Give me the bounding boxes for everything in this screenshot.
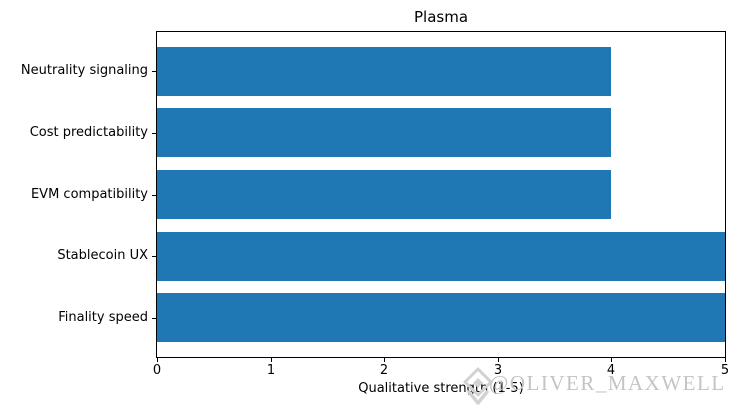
bar-neutrality-signaling bbox=[157, 47, 611, 96]
x-tick-label-3: 3 bbox=[493, 363, 503, 378]
bar-stablecoin-ux bbox=[157, 232, 725, 281]
x-tick-mark bbox=[384, 358, 385, 362]
x-tick-mark bbox=[157, 358, 158, 362]
bar-cost-predictability bbox=[157, 108, 611, 157]
bar-finality-speed bbox=[157, 293, 725, 342]
y-tick-label-neutrality-signaling: Neutrality signaling bbox=[20, 63, 148, 78]
x-tick-mark bbox=[611, 358, 612, 362]
x-tick-label-5: 5 bbox=[720, 363, 730, 378]
y-tick-label-evm-compatibility: EVM compatibility bbox=[30, 187, 148, 202]
y-tick-mark bbox=[152, 318, 156, 319]
chart-title: Plasma bbox=[413, 8, 469, 26]
x-tick-mark bbox=[271, 358, 272, 362]
y-tick-mark bbox=[152, 133, 156, 134]
y-tick-mark bbox=[152, 71, 156, 72]
x-tick-mark bbox=[498, 358, 499, 362]
y-tick-label-stablecoin-ux: Stablecoin UX bbox=[57, 248, 148, 263]
y-tick-label-finality-speed: Finality speed bbox=[58, 310, 148, 325]
bar-evm-compatibility bbox=[157, 170, 611, 219]
x-tick-label-0: 0 bbox=[152, 363, 162, 378]
x-tick-label-4: 4 bbox=[606, 363, 616, 378]
x-tick-label-2: 2 bbox=[379, 363, 389, 378]
y-tick-label-cost-predictability: Cost predictability bbox=[29, 125, 148, 140]
x-axis-label: Qualitative strength (1-5) bbox=[358, 381, 524, 396]
x-tick-mark bbox=[725, 358, 726, 362]
y-tick-mark bbox=[152, 195, 156, 196]
x-tick-label-1: 1 bbox=[266, 363, 276, 378]
y-tick-mark bbox=[152, 256, 156, 257]
